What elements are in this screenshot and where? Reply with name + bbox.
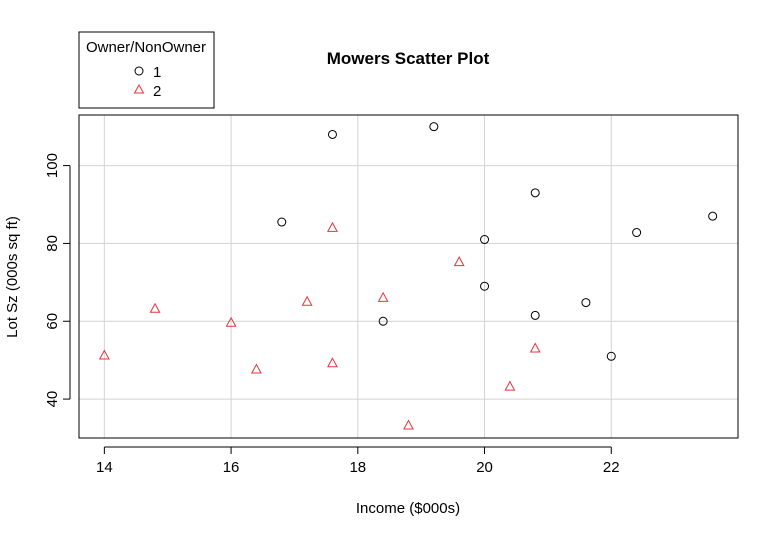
data-point-owner [327,129,337,139]
legend-box [78,31,215,109]
data-point-owner [632,228,642,238]
x-tick-label: 22 [603,459,620,476]
x-tick-label: 16 [223,459,240,476]
grid-lines [79,115,738,438]
legend-label-1: 1 [153,64,161,81]
data-point-owner [277,217,287,227]
y-tick-label: 100 [44,153,61,178]
data-point-owner [480,235,490,245]
legend-triangle-marker [133,83,145,94]
y-tick-label: 60 [44,313,61,330]
x-tick-label: 14 [96,459,113,476]
data-point-nonowner [377,291,389,302]
data-points [98,122,718,430]
y-tick-label: 80 [44,235,61,252]
data-point-owner [606,351,616,361]
data-point-owner [480,281,490,291]
data-point-owner [581,298,591,308]
x-tick-label: 18 [349,459,366,476]
data-point-nonowner [327,221,338,232]
data-point-owner [708,211,718,221]
x-axis-title: Income ($000s) [356,500,460,517]
y-axis-title: Lot Sz (000s sq ft) [4,216,21,338]
data-point-nonowner [504,380,516,391]
data-point-nonowner [453,256,465,267]
data-point-owner [530,310,540,320]
plot-frame [78,114,739,439]
legend-title: Owner/NonOwner [86,39,206,56]
data-point-nonowner [327,357,338,368]
data-point-nonowner [98,349,110,360]
data-point-owner [378,316,388,326]
data-point-nonowner [250,363,262,374]
data-point-nonowner [529,342,541,353]
data-point-owner [429,122,439,132]
x-axis: 14 16 18 20 22 [96,446,620,476]
data-point-nonowner [149,302,161,313]
legend: Owner/NonOwner 1 2 [78,31,215,109]
x-tick-label: 20 [476,459,493,476]
chart-title: Mowers Scatter Plot [327,49,490,68]
data-point-nonowner [403,419,414,430]
y-tick-label: 40 [44,391,61,408]
data-point-nonowner [225,316,237,327]
legend-label-2: 2 [153,83,161,100]
data-point-nonowner [301,295,313,306]
y-axis: 40 60 80 100 [44,153,71,408]
legend-circle-marker [134,66,144,76]
data-point-owner [530,188,540,198]
